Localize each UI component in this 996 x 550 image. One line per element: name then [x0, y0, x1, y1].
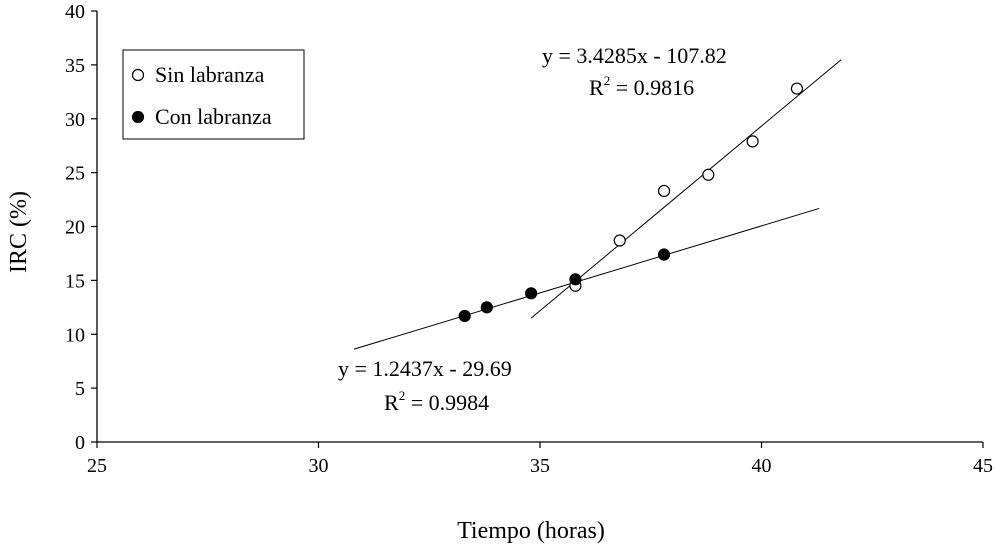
- y-axis-title: IRC (%): [6, 191, 32, 273]
- r2-sin-labranza-sup: 2: [604, 73, 611, 88]
- data-point-series-0: [657, 184, 671, 198]
- r2-con-labranza-sup: 2: [399, 388, 406, 403]
- data-point-series-1: [569, 273, 582, 286]
- x-tick-label: 25: [87, 455, 107, 477]
- x-tick-label: 45: [973, 455, 993, 477]
- data-point-series-1: [480, 301, 493, 314]
- x-axis-ticks: 25 30 35 40 45: [87, 442, 993, 477]
- data-point-series-0: [702, 168, 715, 181]
- r2-sin-labranza-prefix: R: [589, 75, 604, 100]
- trendline-series-0: [530, 59, 842, 319]
- data-point-series-1: [458, 309, 471, 323]
- y-tick-label: 25: [65, 163, 85, 185]
- x-axis-title: Tiempo (horas): [457, 518, 605, 544]
- y-tick-label: 40: [65, 1, 85, 23]
- data-point-series-1: [525, 287, 538, 300]
- y-tick-label: 20: [65, 217, 85, 239]
- r2-con-labranza-value: = 0.9984: [405, 390, 489, 415]
- r2-con-labranza: R2 = 0.9984: [384, 388, 489, 415]
- r2-con-labranza-prefix: R: [384, 390, 399, 415]
- data-points: [458, 82, 804, 323]
- data-point-series-1: [657, 248, 671, 261]
- y-tick-label: 5: [75, 378, 85, 400]
- data-point-series-0: [790, 82, 804, 95]
- data-point-series-0: [613, 234, 626, 247]
- r2-sin-labranza: R2 = 0.9816: [589, 73, 694, 100]
- x-tick-label: 40: [752, 455, 772, 477]
- trendline-series-1: [353, 207, 820, 350]
- legend-label-sin-labranza: Sin labranza: [155, 62, 265, 87]
- equation-sin-labranza: y = 3.4285x - 107.82: [542, 43, 727, 68]
- legend-label-con-labranza: Con labranza: [155, 104, 272, 129]
- x-tick-label: 30: [309, 455, 329, 477]
- y-tick-label: 30: [65, 109, 85, 131]
- data-point-series-0: [746, 135, 759, 148]
- legend-marker-con-labranza: [131, 110, 145, 124]
- r2-sin-labranza-value: = 0.9816: [610, 75, 694, 100]
- equation-con-labranza: y = 1.2437x - 29.69: [338, 356, 512, 381]
- legend-box: [122, 49, 305, 140]
- legend: Sin labranza Con labranza: [122, 49, 305, 140]
- y-tick-label: 0: [75, 432, 85, 454]
- y-tick-label: 15: [65, 270, 85, 292]
- x-tick-label: 35: [530, 455, 550, 477]
- legend-marker-sin-labranza: [131, 68, 145, 82]
- y-axis-ticks: 0 5 10 15 20 25 30 35 40: [65, 1, 97, 454]
- trendlines: [353, 59, 842, 350]
- y-tick-label: 10: [65, 324, 85, 346]
- y-tick-label: 35: [65, 55, 85, 77]
